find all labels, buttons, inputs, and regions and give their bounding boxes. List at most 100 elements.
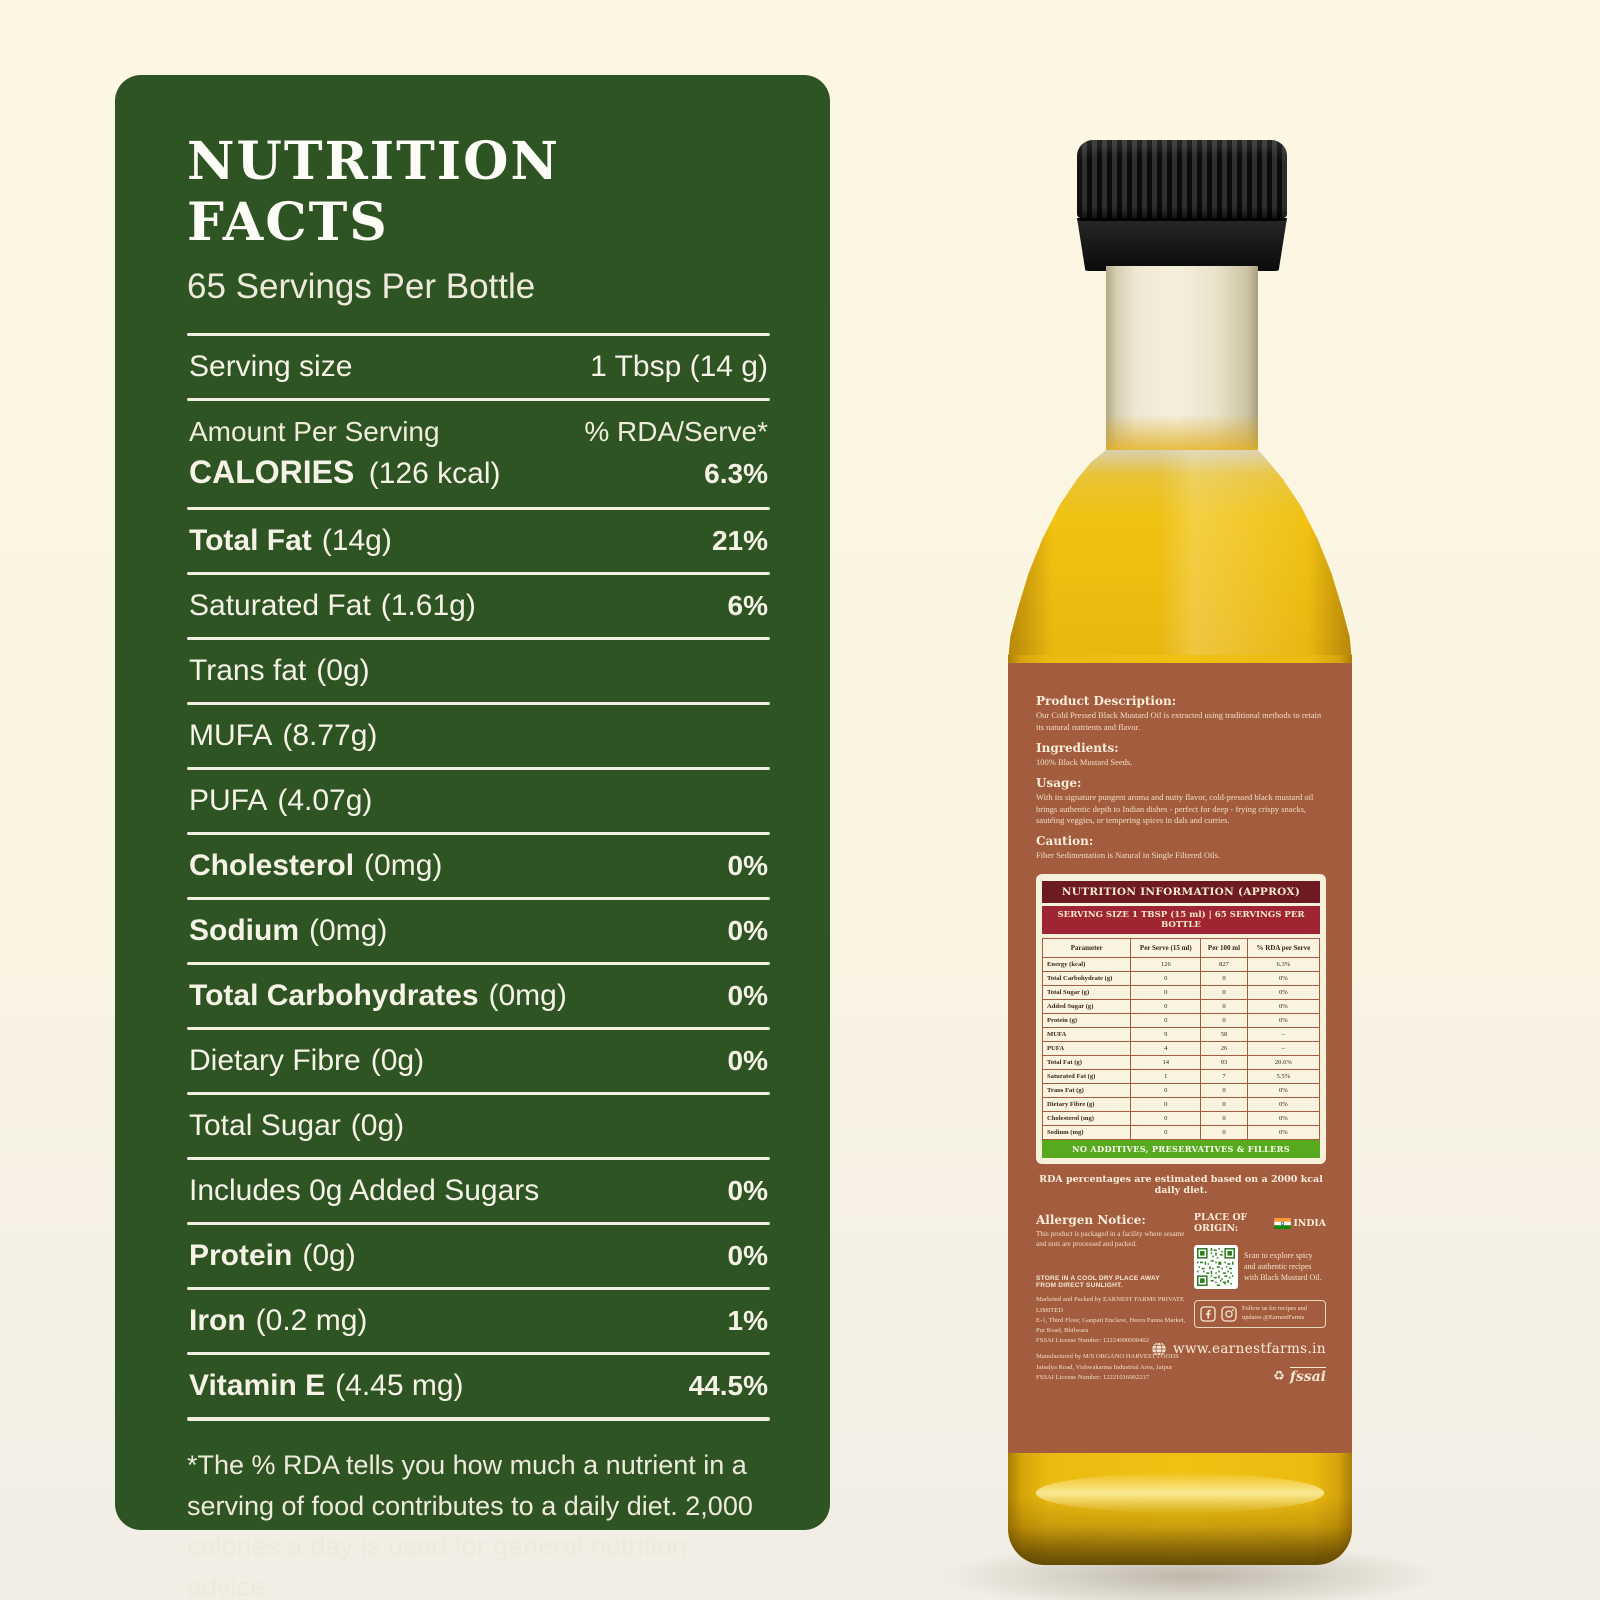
label-bottom: Allergen Notice: This product is package… [1036,1206,1326,1385]
nutrient-row: Trans fat (0g) [187,640,770,702]
table-row: Protein (g) 0 0 0% [1041,1013,1321,1029]
cell-rda: 0% [1246,985,1321,1001]
cell-per-100ml: 0 [1200,1125,1248,1141]
nutrient-rows: Total Fat (14g) 21% Saturated Fat (1.61g… [187,510,770,1421]
cell-rda: 0% [1246,999,1321,1015]
nutrient-row: Iron (0.2 mg) 1% [187,1290,770,1352]
nutrient-name: Dietary Fibre [189,1044,361,1077]
qr-caption: Scan to explore spicy and authentic reci… [1244,1251,1322,1282]
nutrient-amount: (0mg) [364,849,443,882]
calories-rda: 6.3% [704,458,768,489]
cell-rda: 0% [1246,1111,1321,1127]
divider [187,767,770,770]
card-title: NUTRITION INFORMATION (APPROX) [1042,881,1320,904]
label-sections: Product Description: Our Cold Pressed Bl… [1036,694,1326,862]
fssai-block: ♻ fssai [1194,1366,1326,1385]
nutrient-row: Total Sugar (0g) [187,1095,770,1157]
divider [187,572,770,575]
nutrient-amount: (14g) [321,524,392,557]
nutrient-rda: 0% [727,1175,768,1206]
nutrient-name: Includes 0g Added Sugars [189,1174,540,1207]
label-section: Usage: With its signature pungent aroma … [1036,776,1326,828]
cell-parameter: Energy (kcal) [1041,957,1132,973]
cell-parameter: MUFA [1041,1027,1132,1043]
nutrient-rda: 44.5% [688,1370,768,1401]
cell-parameter: Total Carbohydrate (g) [1041,971,1132,987]
nutrient-name: Total Carbohydrates [189,979,479,1012]
divider [187,1222,770,1225]
calories-label: CALORIES [189,454,355,490]
divider [187,333,770,336]
cell-rda: 0% [1246,971,1321,987]
cell-parameter: Added Sugar (g) [1041,999,1132,1015]
nutrient-rda: 6% [727,590,768,621]
cell-rda: – [1246,1041,1321,1057]
nutrient-name: MUFA [189,719,273,752]
section-body: 100% Black Mustard Seeds. [1036,756,1133,767]
cell-per-serve: 4 [1130,1041,1202,1057]
nutrient-row: Total Fat (14g) 21% [187,510,770,572]
label-bottom-right: PLACE OF ORIGIN: INDIA [1152,1206,1326,1385]
section-body: With its signature pungent aroma and nut… [1036,791,1314,826]
nutrient-row: Vitamin E (4.45 mg) 44.5% [187,1355,770,1417]
nutrient-rda: 0% [727,915,768,946]
origin-label: PLACE OF ORIGIN: [1194,1212,1248,1235]
nutrient-name: Total Fat [189,524,312,557]
cell-per-serve: 0 [1130,1111,1202,1127]
nutrient-name: PUFA [189,784,268,817]
cell-per-serve: 9 [1130,1027,1202,1043]
cell-per-serve: 126 [1130,957,1202,973]
card-serving-line: SERVING SIZE 1 TBSP (15 ml) | 65 SERVING… [1042,906,1320,935]
amount-header-row: Amount Per Serving % RDA/Serve* [187,401,770,450]
nutrient-rda: 1% [727,1305,768,1336]
nutrient-amount: (0mg) [309,914,388,947]
cell-rda: 0% [1246,1125,1321,1141]
table-column-header: Parameter [1041,938,1132,959]
cell-parameter: Total Fat (g) [1041,1055,1132,1071]
address-block: STORE IN A COOL DRY PLACE AWAY FROM DIRE… [1036,1275,1194,1383]
address-line: Marketed and Packed by EARNEST FARMS PRI… [1036,1296,1184,1314]
divider [187,398,770,401]
nutrient-row: Total Carbohydrates (0mg) 0% [187,965,770,1027]
social-block: Follow us for recipes and updates @Earne… [1194,1300,1326,1328]
instagram-icon [1221,1306,1237,1322]
cell-per-100ml: 58 [1200,1027,1248,1043]
nutrient-row: Dietary Fibre (0g) 0% [187,1030,770,1092]
serving-size-value: 1 Tbsp (14 g) [590,350,768,383]
cell-rda: – [1246,1027,1321,1043]
nutrient-amount: (0g) [302,1239,356,1272]
nutrient-row: Protein (0g) 0% [187,1225,770,1287]
cell-per-serve: 0 [1130,1125,1202,1141]
cell-rda: 0% [1246,1013,1321,1029]
cell-parameter: Sodium (mg) [1041,1125,1132,1141]
allergen-body: This product is packaged in a facility w… [1036,1230,1185,1249]
cell-per-serve: 14 [1130,1055,1202,1071]
nutrient-row: PUFA (4.07g) [187,770,770,832]
calories-amount: (126 kcal) [368,457,501,490]
address-line: Jaisalya Road, Vishwakarma Industrial Ar… [1036,1363,1173,1371]
label-section: Product Description: Our Cold Pressed Bl… [1036,694,1326,734]
nutrient-row: MUFA (8.77g) [187,705,770,767]
table-row: Total Sugar (g) 0 0 0% [1041,985,1321,1001]
cell-parameter: Total Sugar (g) [1041,985,1132,1001]
nutrient-row: Saturated Fat (1.61g) 6% [187,575,770,637]
divider [187,637,770,640]
bottle-label: Product Description: Our Cold Pressed Bl… [1008,663,1352,1453]
cell-rda: 5.5% [1246,1069,1321,1085]
social-caption: Follow us for recipes and updates @Earne… [1242,1305,1307,1321]
section-heading: Ingredients: [1036,740,1119,755]
section-heading: Caution: [1036,834,1094,849]
cell-per-serve: 0 [1130,999,1202,1015]
cell-per-100ml: 0 [1200,1097,1248,1113]
website-row: www.earnestfarms.in [1152,1341,1326,1357]
cell-rda: 20.6% [1246,1055,1321,1071]
label-section: Ingredients: 100% Black Mustard Seeds. [1036,741,1326,769]
qr-code-icon [1194,1245,1238,1290]
cell-parameter: Protein (g) [1041,1013,1132,1029]
table-row: Total Fat (g) 14 93 20.6% [1041,1055,1321,1071]
table-row: Dietary Fibre (g) 0 0 0% [1041,1097,1321,1113]
bottle-body: Product Description: Our Cold Pressed Bl… [1008,655,1352,1565]
table-row: Cholesterol (mg) 0 0 0% [1041,1111,1321,1127]
website-url: www.earnestfarms.in [1172,1340,1326,1357]
